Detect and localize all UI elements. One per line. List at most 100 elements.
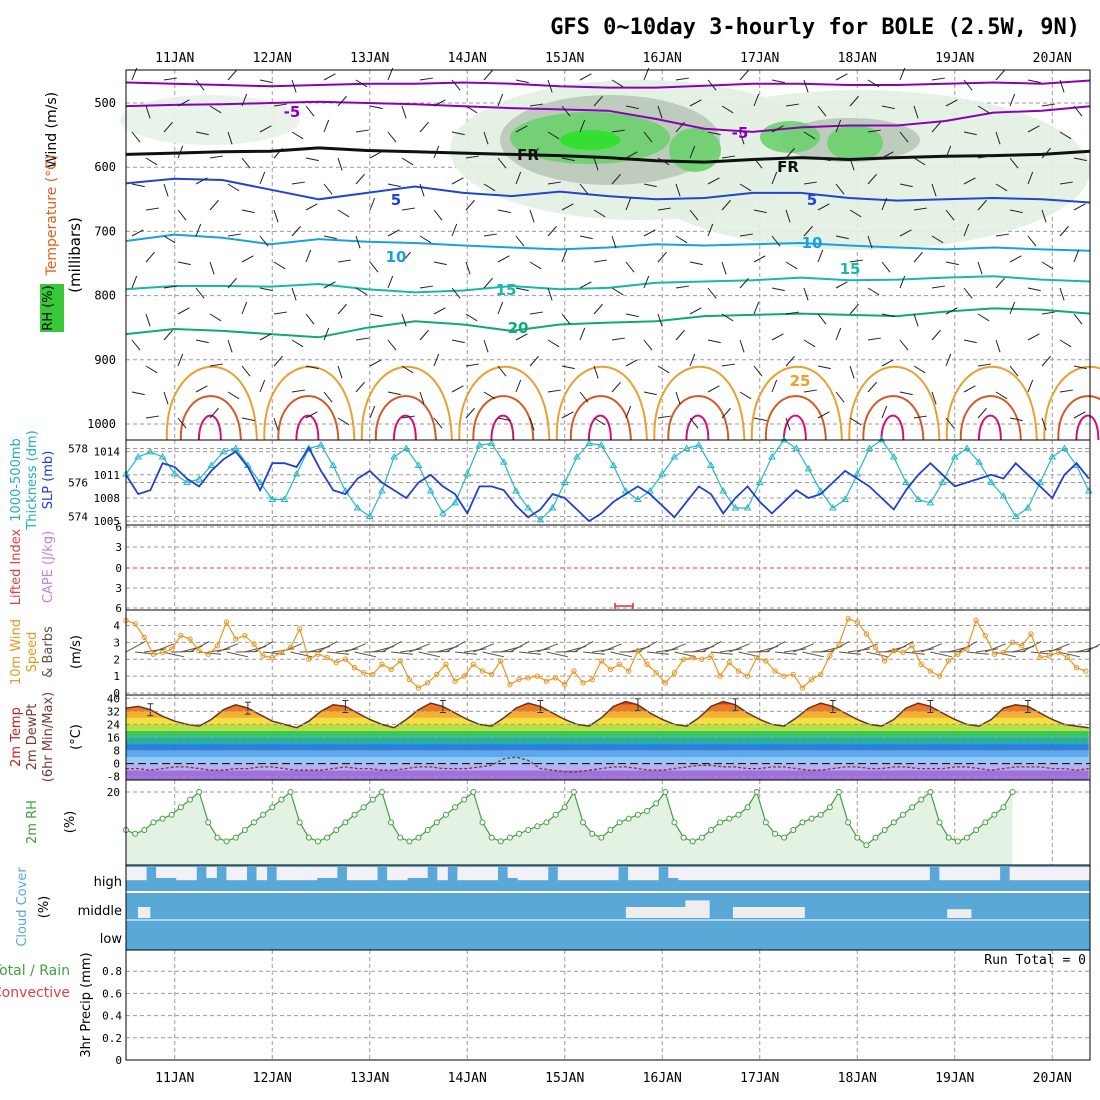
- rh-point: [543, 819, 550, 826]
- high-cloud-gap: [648, 867, 659, 881]
- thickness-marker: [183, 478, 191, 485]
- date-label-top: 12JAN: [253, 51, 292, 66]
- wind-barb: [227, 339, 233, 353]
- high-cloud-gap: [969, 867, 981, 881]
- dewpoint-line: [126, 756, 1089, 773]
- thickness-marker: [304, 444, 313, 451]
- wind-speed-point: [315, 651, 321, 657]
- wind-barb: [195, 177, 208, 185]
- wind-speed-point: [845, 616, 851, 622]
- thickness-marker: [889, 453, 898, 460]
- wind-barb: [835, 119, 842, 133]
- wind-barb: [291, 225, 301, 237]
- high-cloud-gap: [507, 867, 519, 878]
- wind-speed-point: [781, 673, 787, 679]
- wind-barb: [835, 183, 845, 195]
- wind-barb: [881, 261, 891, 273]
- surface-wind-barb: [409, 643, 430, 653]
- rh-shading: [560, 130, 620, 150]
- rh-point: [269, 804, 276, 811]
- wind-barb: [1059, 339, 1072, 348]
- wind-barb: [721, 261, 727, 275]
- wind-speed-point: [626, 668, 632, 674]
- wind-speed-point: [790, 671, 796, 678]
- temp-band: [126, 770, 1089, 780]
- cape-axis-label: CAPE (J/kg): [41, 531, 56, 603]
- rh-point: [662, 789, 669, 795]
- panel-frame: [125, 949, 1091, 1061]
- wind-barb: [689, 307, 702, 315]
- rh-point: [168, 811, 175, 818]
- wind-barb: [977, 363, 991, 367]
- wind-barb: [387, 339, 397, 351]
- surface-wind-barb: [902, 651, 925, 655]
- wind-speed-point: [580, 680, 586, 686]
- high-cloud-gap: [889, 867, 900, 881]
- thickness-marker: [707, 461, 715, 468]
- wind-barb: [1073, 411, 1086, 419]
- precipitation-panel: 0 0.2 0.4 0.6 0.8 Run Total = 0: [102, 949, 1091, 1067]
- wind-barb: [1059, 181, 1073, 185]
- wind-speed-point: [498, 658, 504, 664]
- temp-band: [126, 757, 1089, 764]
- wind-barb: [753, 209, 767, 214]
- wind-barb: [291, 181, 305, 185]
- wind-barb: [515, 333, 528, 341]
- high-cloud-gap: [828, 867, 840, 881]
- high-cloud-gap: [256, 867, 268, 881]
- wind-barb: [945, 209, 955, 221]
- high-cloud-gap: [798, 867, 810, 881]
- surface-wind-barb: [976, 648, 998, 653]
- wind-speed-point: [945, 658, 952, 664]
- wind-barb: [355, 337, 369, 341]
- thickness-marker: [292, 470, 301, 477]
- wind-barb: [209, 313, 222, 322]
- rh-point: [406, 838, 413, 845]
- wind-barb: [323, 73, 336, 81]
- rh-point: [607, 827, 614, 833]
- rh-point: [241, 827, 248, 833]
- wind-speed-point: [1046, 653, 1052, 659]
- wind-barb: [323, 183, 333, 195]
- lifted-index-label: Lifted Index: [9, 528, 24, 605]
- wind-barb: [849, 95, 859, 107]
- wind-barb: [657, 415, 671, 419]
- wind-barb: [881, 313, 895, 318]
- thickness-marker: [1011, 512, 1020, 519]
- middle-cloud-gap: [959, 909, 972, 918]
- thickness-marker: [1060, 444, 1069, 451]
- wind-barb: [753, 255, 766, 263]
- surface-wind-barb: [674, 651, 697, 658]
- wind-barb: [483, 233, 497, 237]
- wind-barb: [785, 261, 798, 270]
- surface-wind-barb: [546, 651, 569, 658]
- high-cloud-gap: [778, 867, 790, 881]
- high-cloud-gap: [457, 867, 468, 881]
- rh-point: [698, 834, 705, 841]
- wind-speed-point: [991, 651, 998, 657]
- wind-barb: [369, 105, 383, 110]
- wind-speed-point: [982, 632, 988, 639]
- minmax-label: (6hr Min/Max): [41, 692, 56, 782]
- wind-barb: [899, 229, 912, 237]
- high-cloud-gap: [567, 867, 579, 881]
- rh-point: [442, 811, 449, 818]
- minmax-bar: [244, 701, 251, 715]
- wind-barb: [803, 181, 817, 185]
- temp-tick: 16: [107, 732, 120, 745]
- rh-point: [936, 819, 943, 826]
- wind-barb: [977, 407, 987, 419]
- wind-barb: [625, 405, 632, 419]
- wind-speed-point: [488, 671, 495, 678]
- wind-barb: [803, 339, 816, 348]
- wind-barb: [163, 121, 173, 133]
- surface-wind-barb: [610, 651, 633, 658]
- surface-wind-barb: [966, 651, 989, 655]
- thickness-marker: [975, 458, 984, 465]
- isotherm-35: [685, 414, 710, 441]
- wind-speed-point: [726, 659, 732, 666]
- surface-wind-barb: [144, 648, 167, 653]
- wind-barb: [451, 223, 458, 237]
- wind-barb: [273, 355, 283, 367]
- minmax-bar: [342, 699, 349, 713]
